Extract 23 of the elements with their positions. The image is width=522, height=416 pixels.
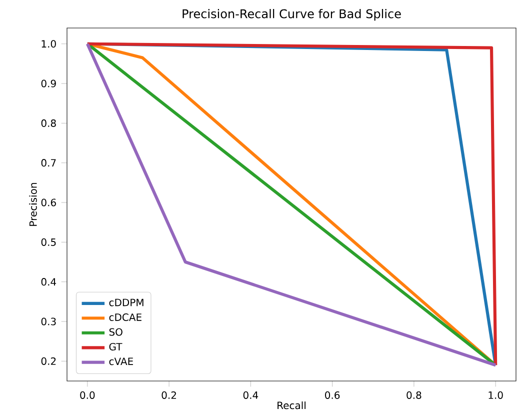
y-tick-label: 0.5 xyxy=(41,238,56,246)
x-tick-label: 0.6 xyxy=(325,391,340,399)
y-tick-label: 0.3 xyxy=(41,318,56,326)
x-axis-title: Recall xyxy=(278,401,306,410)
x-tick-label: 0.4 xyxy=(243,391,258,399)
y-tick-label: 0.6 xyxy=(41,198,56,206)
x-tick-label: 0.0 xyxy=(80,391,95,399)
y-tick-label: 1.0 xyxy=(42,40,56,48)
legend-label: GT xyxy=(109,342,122,351)
chart-title: Precision-Recall Curve for Bad Splice xyxy=(182,9,401,21)
y-tick-label: 0.2 xyxy=(41,357,56,365)
legend-label: cVAE xyxy=(109,358,133,366)
y-tick-label: 0.8 xyxy=(41,119,56,127)
y-tick-label: 0.9 xyxy=(41,80,56,88)
legend-label: cDDPM xyxy=(109,298,144,306)
x-tick-label: 0.2 xyxy=(162,391,176,399)
legend-label: SO xyxy=(109,328,122,336)
x-tick-label: 1.0 xyxy=(488,391,503,399)
y-tick-label: 0.7 xyxy=(41,159,56,167)
legend-label: cDCAE xyxy=(109,313,142,322)
y-axis-title: Precision xyxy=(29,183,37,226)
x-tick-label: 0.8 xyxy=(406,391,422,399)
y-tick-label: 0.4 xyxy=(41,278,56,286)
